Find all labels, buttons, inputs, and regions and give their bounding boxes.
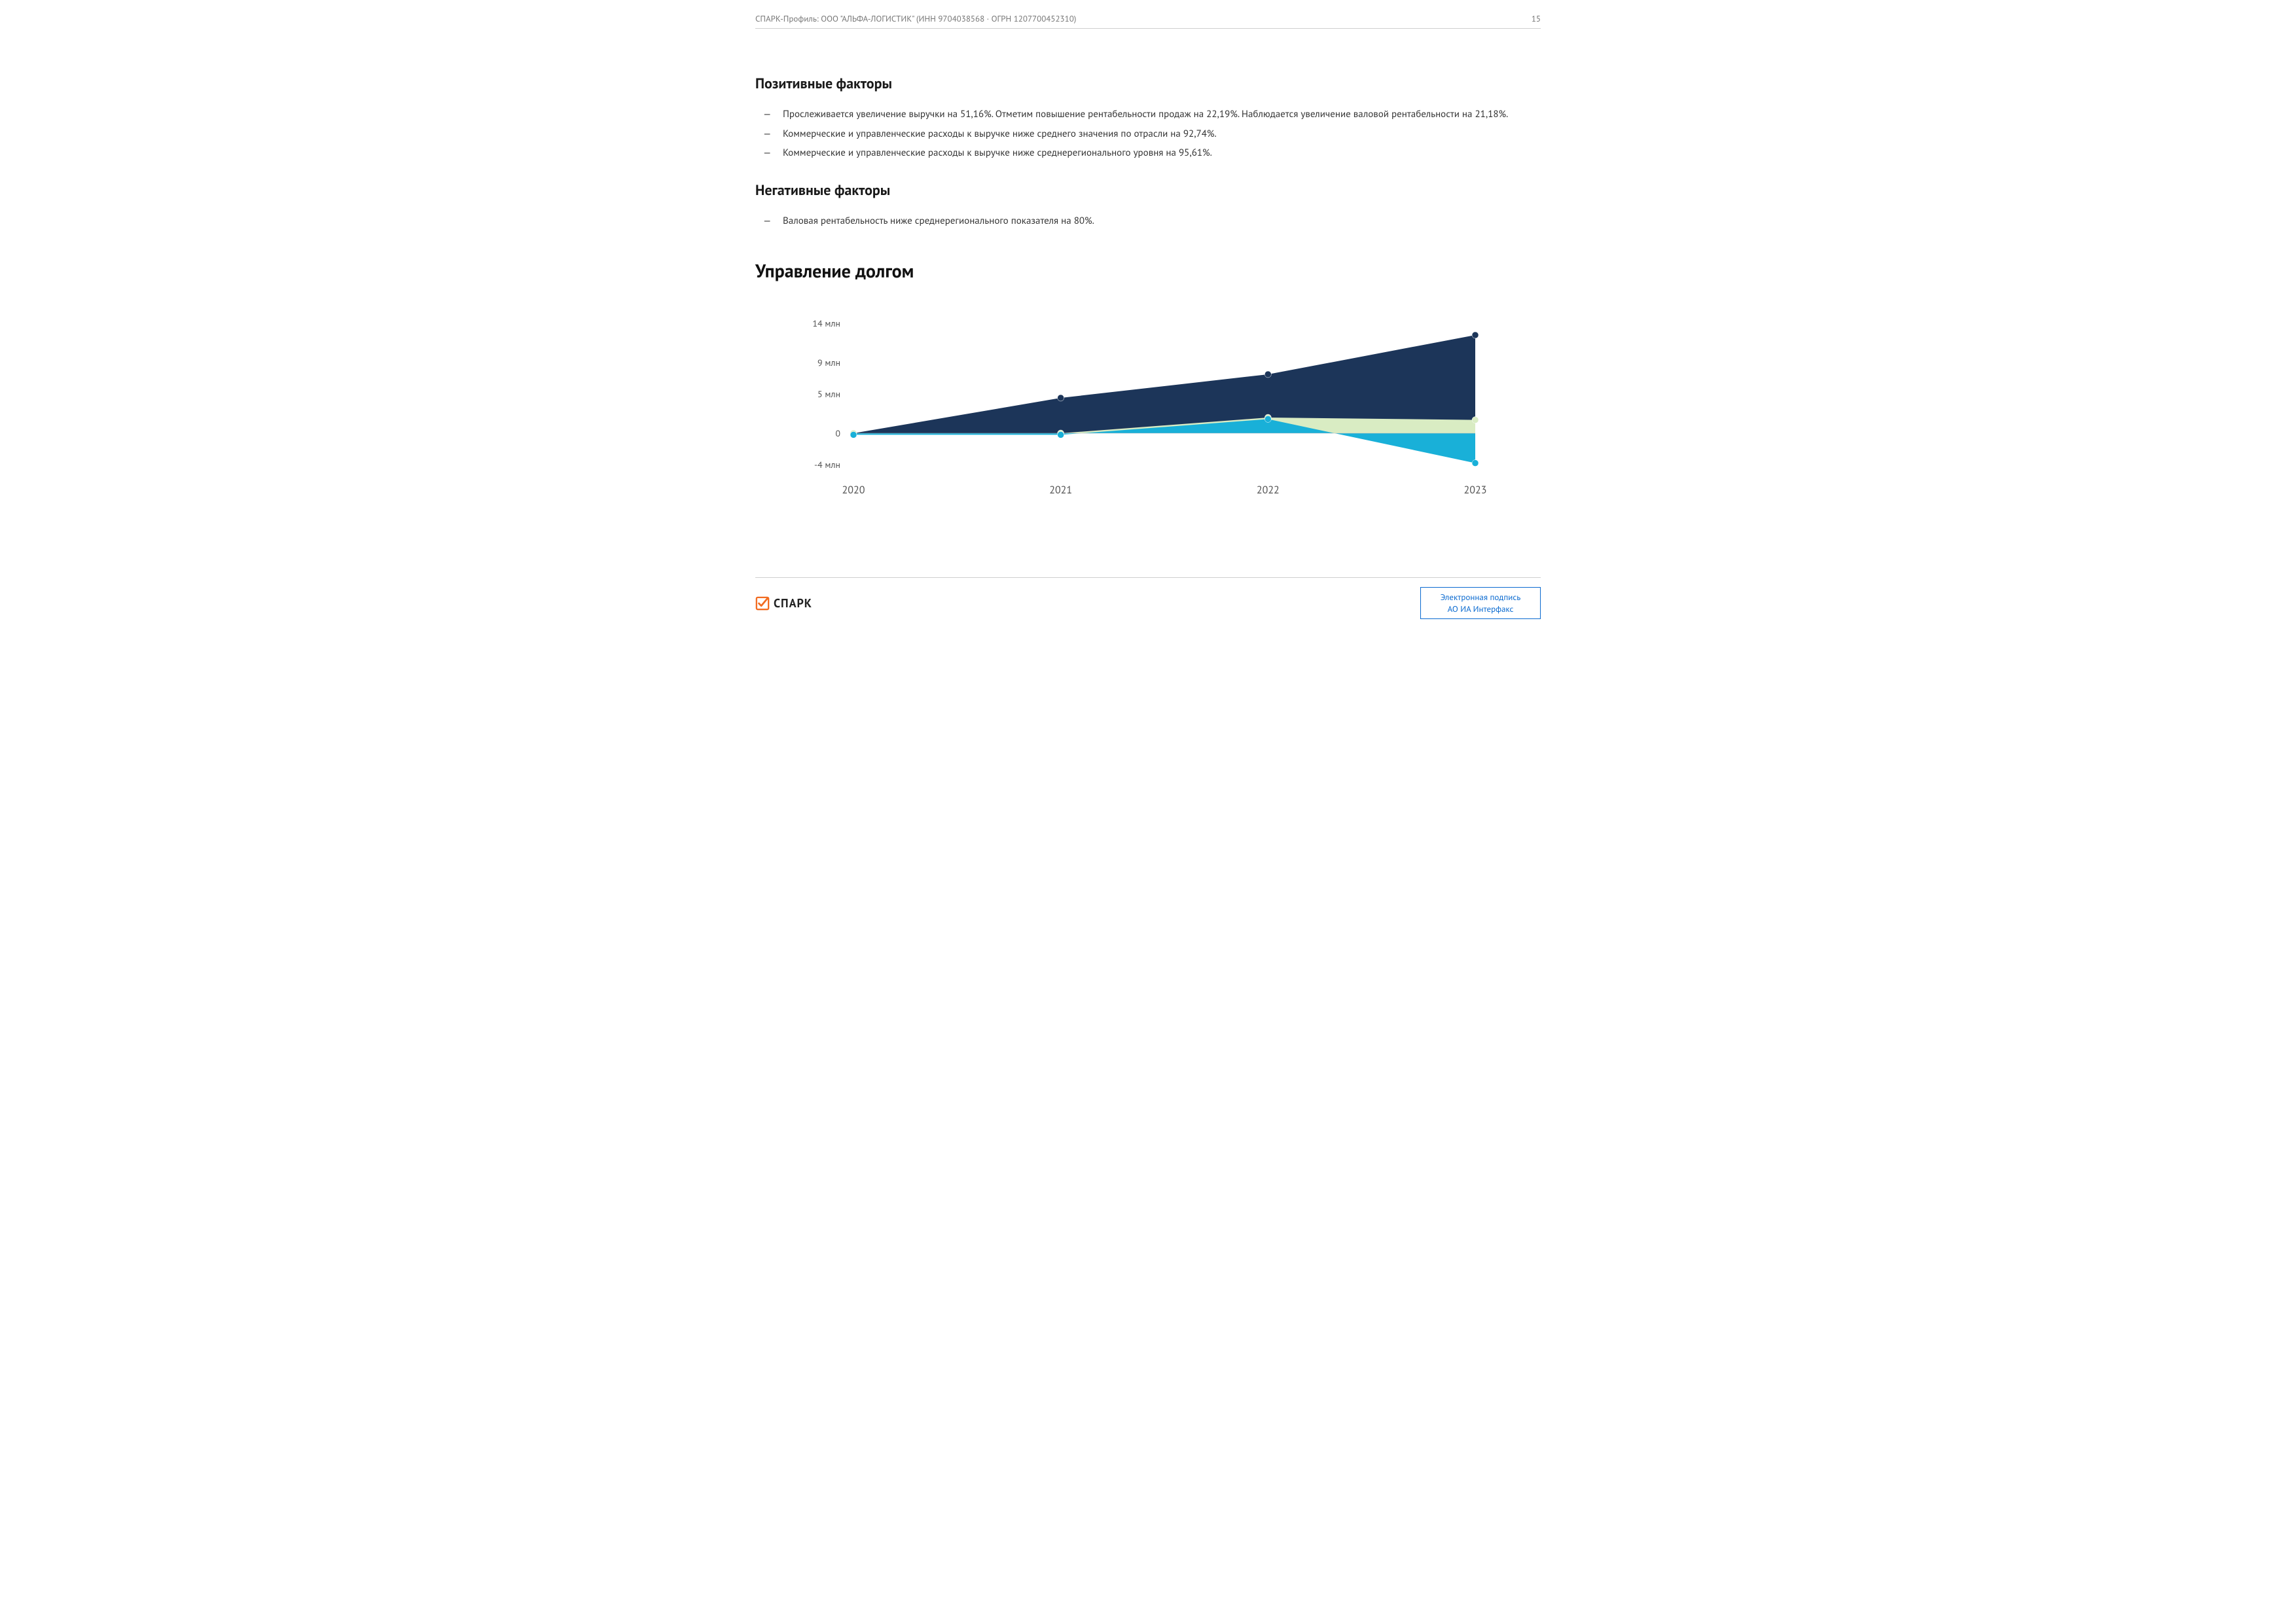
y-tick-label: -4 млн (814, 459, 840, 471)
signature-box: Электронная подпись АО ИА Интерфакс (1420, 587, 1541, 619)
x-tick-label: 2021 (1049, 484, 1072, 497)
marker-series-cyan (1472, 460, 1479, 467)
spark-logo: СПАРК (755, 596, 812, 611)
x-tick-label: 2020 (842, 484, 865, 497)
marker-series-cyan (850, 431, 857, 438)
list-item: Прослеживается увеличение выручки на 51,… (763, 106, 1541, 123)
y-tick-label: 14 млн (812, 317, 840, 329)
top-bar: СПАРК-Профиль: ООО "АЛЬФА-ЛОГИСТИК" (ИНН… (755, 13, 1541, 28)
marker-series-cyan (1058, 431, 1064, 438)
y-tick-label: 9 млн (817, 357, 840, 368)
list-item: Валовая рентабельность ниже среднерегион… (763, 213, 1541, 230)
page: СПАРК-Профиль: ООО "АЛЬФА-ЛОГИСТИК" (ИНН… (723, 0, 1573, 645)
profile-text: СПАРК-Профиль: ООО "АЛЬФА-ЛОГИСТИК" (ИНН… (755, 13, 1076, 24)
y-tick-label: 5 млн (817, 388, 840, 400)
x-tick-label: 2022 (1257, 484, 1280, 497)
header-area: СПАРК-Профиль: ООО "АЛЬФА-ЛОГИСТИК" (ИНН… (723, 13, 1573, 29)
footer-bar: СПАРК Электронная подпись АО ИА Интерфак… (755, 578, 1541, 619)
debt-chart: -4 млн 0 5 млн 9 млн 14 млн 2020 2021 2022 2023 (755, 302, 1541, 512)
marker-series-cyan (1265, 416, 1271, 422)
marker-series-green (1472, 417, 1479, 423)
negative-heading: Негативные факторы (755, 181, 1541, 200)
area-series-dark (853, 335, 1475, 433)
marker-series-dark (1058, 395, 1064, 401)
footer-area: СПАРК Электронная подпись АО ИА Интерфак… (723, 577, 1573, 619)
debt-heading: Управление долгом (755, 259, 1541, 283)
y-tick-label: 0 (835, 427, 840, 439)
positive-list: Прослеживается увеличение выручки на 51,… (755, 106, 1541, 162)
content: Позитивные факторы Прослеживается увелич… (723, 29, 1573, 512)
chart-svg: -4 млн 0 5 млн 9 млн 14 млн 2020 2021 2022 2023 (755, 302, 1528, 499)
signature-line1: Электронная подпись (1431, 592, 1530, 603)
list-item: Коммерческие и управленческие расходы к … (763, 126, 1541, 143)
x-tick-label: 2023 (1464, 484, 1487, 497)
marker-series-dark (1472, 332, 1479, 338)
page-number: 15 (1532, 13, 1541, 24)
list-item: Коммерческие и управленческие расходы к … (763, 145, 1541, 162)
signature-line2: АО ИА Интерфакс (1431, 603, 1530, 615)
check-box-icon (755, 596, 770, 611)
logo-text: СПАРК (774, 596, 812, 611)
positive-heading: Позитивные факторы (755, 75, 1541, 93)
marker-series-dark (1265, 371, 1271, 378)
negative-list: Валовая рентабельность ниже среднерегион… (755, 213, 1541, 230)
